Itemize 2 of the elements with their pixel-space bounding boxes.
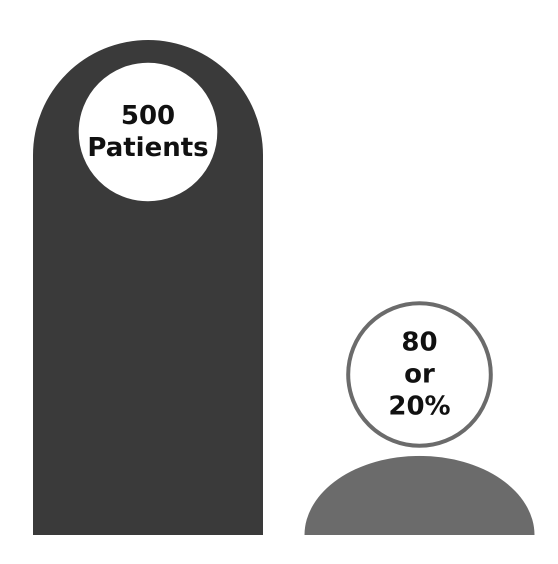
data-label: 80 or 20%	[388, 328, 451, 422]
data-label: 500 Patients	[87, 101, 209, 163]
